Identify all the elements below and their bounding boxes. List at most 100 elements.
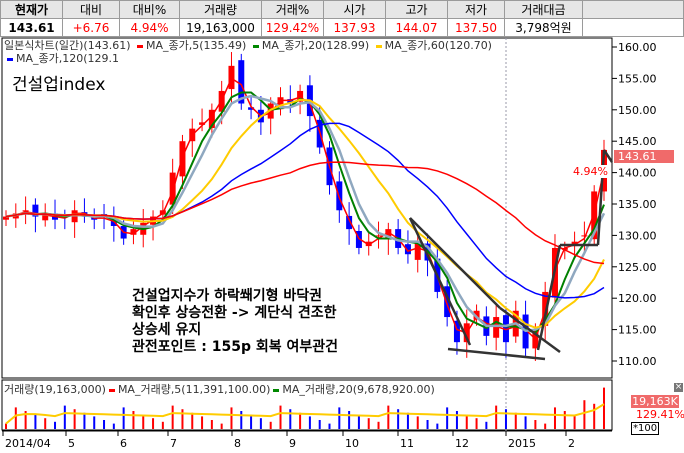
legend-volume: 거래량(19,163,000) bbox=[4, 383, 106, 396]
volume-legend: 거래량(19,163,000) MA_거래량,5(11,391,100.00) MA… bbox=[4, 381, 435, 397]
pct-tag: 4.94% bbox=[570, 165, 608, 178]
candle bbox=[346, 215, 353, 230]
candle bbox=[287, 99, 294, 104]
legend-volume-ma5: MA_거래량,5(11,391,100.00) bbox=[117, 383, 271, 396]
trend-line bbox=[409, 217, 501, 309]
price-axis-label: 140.00 bbox=[618, 167, 657, 180]
candle bbox=[473, 310, 480, 320]
month-label: 6 bbox=[120, 437, 127, 450]
legend-volume-ma5-swatch bbox=[108, 388, 115, 392]
legend-ma120: MA_종가,120(129.1 bbox=[16, 52, 120, 65]
price-axis-label: 160.00 bbox=[618, 41, 657, 54]
quote-table: 현재가 대비 대비% 거래량 거래% 시가 고가 저가 거래대금 143.61 … bbox=[0, 0, 684, 37]
amount: 3,798억원 bbox=[504, 18, 583, 37]
price-axis-label: 125.00 bbox=[618, 261, 657, 274]
candle bbox=[404, 244, 411, 255]
legend-ma20-swatch bbox=[252, 44, 259, 48]
close-icon[interactable]: × bbox=[674, 382, 683, 392]
volume-pct: 129.42% bbox=[261, 18, 324, 37]
trend-line bbox=[447, 347, 546, 361]
chart-title: 건설업index bbox=[12, 75, 106, 95]
month-label: 2014/04 bbox=[5, 437, 51, 450]
candle bbox=[110, 220, 117, 226]
volume-unit: *100 bbox=[631, 422, 660, 435]
legend-volume-ma20: MA_거래량,20(9,678,920.00) bbox=[282, 383, 435, 396]
month-label: 11 bbox=[400, 437, 414, 450]
candle bbox=[3, 216, 9, 220]
candle bbox=[130, 229, 137, 235]
change: +6.76 bbox=[62, 18, 120, 37]
candle bbox=[228, 65, 235, 90]
candle bbox=[444, 286, 451, 318]
annotation-text: 건설업지수가 하락쐐기형 바닥권 확인후 상승전환 -> 계단식 견조한 상승세… bbox=[132, 288, 338, 356]
candle bbox=[267, 103, 274, 119]
candle bbox=[297, 90, 304, 102]
candle bbox=[493, 317, 500, 338]
current-price: 143.61 bbox=[0, 18, 63, 37]
candle bbox=[208, 109, 215, 129]
open: 137.93 bbox=[323, 18, 386, 37]
legend-volume-ma20-swatch bbox=[273, 388, 280, 392]
month-label: 8 bbox=[234, 437, 241, 450]
header-amount: 거래대금 bbox=[504, 0, 583, 19]
trend-line bbox=[536, 244, 562, 351]
month-label: 12 bbox=[455, 437, 469, 450]
annotation-line: 관전포인트 : 155p 회복 여부관건 bbox=[132, 339, 339, 355]
legend-ma5-swatch bbox=[137, 44, 143, 48]
price-axis-label: 150.00 bbox=[618, 104, 657, 117]
ma-long-line bbox=[5, 161, 605, 265]
volume-tag: 19,163K bbox=[631, 395, 679, 408]
month-label: 9 bbox=[289, 437, 296, 450]
candle bbox=[169, 172, 176, 205]
month-label: 10 bbox=[345, 437, 359, 450]
annotation-line: 건설업지수가 하락쐐기형 바닥권 bbox=[132, 288, 323, 304]
candle bbox=[502, 315, 509, 343]
trend-line bbox=[499, 306, 561, 354]
month-label: 5 bbox=[68, 437, 75, 450]
candle bbox=[199, 122, 206, 125]
empty-cell bbox=[582, 18, 684, 37]
price-axis-label: 120.00 bbox=[618, 292, 657, 305]
price-axis-label: 155.00 bbox=[618, 72, 657, 85]
price-axis-label: 130.00 bbox=[618, 229, 657, 242]
header-open: 시가 bbox=[323, 0, 386, 19]
candle bbox=[453, 320, 460, 343]
volume-frame bbox=[1, 379, 613, 431]
month-label: 2015 bbox=[508, 437, 536, 450]
trend-line bbox=[602, 149, 614, 163]
volume: 19,163,000 bbox=[179, 18, 262, 37]
trend-line bbox=[408, 217, 472, 346]
candle bbox=[42, 213, 49, 221]
candle bbox=[277, 97, 284, 110]
plot-frame bbox=[1, 37, 613, 379]
price-axis-label: 115.00 bbox=[618, 324, 657, 337]
candle bbox=[581, 235, 588, 237]
ma120-line bbox=[5, 122, 605, 299]
header-volume-pct: 거래% bbox=[261, 0, 324, 19]
legend-ma20: MA_종가,20(128.99) bbox=[261, 39, 370, 52]
volume-ma-line bbox=[5, 403, 605, 425]
header-change: 대비 bbox=[62, 0, 120, 19]
high: 144.07 bbox=[385, 18, 448, 37]
candle bbox=[355, 231, 362, 248]
candle bbox=[414, 241, 421, 260]
legend-ma60: MA_종가,60(120.70) bbox=[384, 39, 492, 52]
candle bbox=[248, 107, 255, 110]
annotation-line: 확인후 상승전환 -> 계단식 견조한 bbox=[132, 305, 337, 321]
legend-main: 일본식차트(일간)(143.61) bbox=[4, 39, 131, 52]
month-label: 7 bbox=[170, 437, 177, 450]
change-pct: 4.94% bbox=[119, 18, 180, 37]
legend-ma5: MA_종가,5(135.49) bbox=[146, 39, 247, 52]
chart-legend: 일본식차트(일간)(143.61) MA_종가,5(135.49) MA_종가,… bbox=[4, 39, 606, 65]
candle bbox=[365, 241, 372, 247]
legend-ma60-swatch bbox=[375, 44, 382, 48]
volume-pct-tag: 129.41% bbox=[636, 408, 684, 421]
header-change-pct: 대비% bbox=[119, 0, 180, 19]
candle bbox=[22, 210, 29, 212]
month-label: 2 bbox=[568, 437, 575, 450]
price-axis-label: 135.00 bbox=[618, 198, 657, 211]
price-tag: 143.61 bbox=[614, 150, 674, 163]
price-axis-label: 110.00 bbox=[618, 355, 657, 368]
price-axis-label: 145.00 bbox=[618, 135, 657, 148]
